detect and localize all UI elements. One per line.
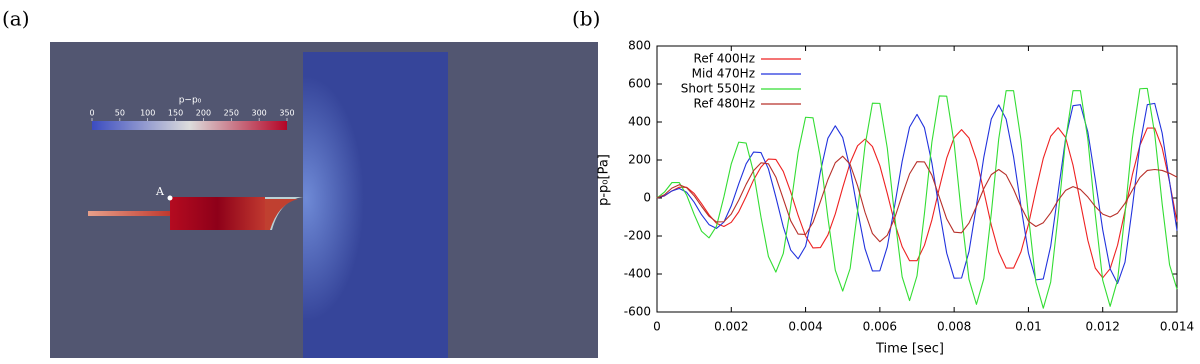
y-tick-label: 400 <box>628 115 651 129</box>
inlet-tube <box>88 211 170 216</box>
series-line <box>656 127 1178 279</box>
simulation-domain <box>303 52 448 358</box>
y-tick-label: -400 <box>624 267 651 281</box>
legend-label: Mid 470Hz <box>692 67 755 81</box>
y-tick-label: 0 <box>643 191 651 205</box>
x-tick-label: 0.008 <box>937 320 971 334</box>
x-tick-label: 0.002 <box>714 320 748 334</box>
x-tick-label: 0.012 <box>1086 320 1120 334</box>
x-tick-label: 0.01 <box>1015 320 1042 334</box>
colorbar-bar <box>92 121 287 130</box>
colorbar-tick-label: 250 <box>224 109 239 118</box>
plot-frame <box>656 45 1178 313</box>
legend-label: Short 550Hz <box>681 82 755 96</box>
colorbar-tick-label: 100 <box>140 109 155 118</box>
x-tick-label: 0.006 <box>863 320 897 334</box>
series-line <box>656 155 1178 243</box>
y-tick-label: 800 <box>628 39 651 53</box>
y-tick-label: -200 <box>624 229 651 243</box>
colorbar-title: p−p₀ <box>179 96 202 106</box>
panel-label: (a) <box>2 7 30 31</box>
colorbar-tick-label: 350 <box>279 109 294 118</box>
y-tick-label: 600 <box>628 77 651 91</box>
series-line <box>656 87 1178 309</box>
horn <box>265 199 298 230</box>
colorbar-tick-label: 150 <box>168 109 183 118</box>
colorbar-tick-label: 0 <box>89 109 94 118</box>
chamber <box>170 197 265 230</box>
y-tick-label: 200 <box>628 153 651 167</box>
legend-label: Ref 480Hz <box>694 97 755 111</box>
colorbar-tick-label: 50 <box>115 109 125 118</box>
panel-label: (b) <box>572 7 600 31</box>
plot: Time [sec] p-p₀[Pa] 0 0.002 0.004 0.006 0.00… <box>597 39 1195 357</box>
y-tick-label: -600 <box>624 305 651 319</box>
x-tick-label: 0.014 <box>1160 320 1194 334</box>
x-tick-label: 0 <box>653 320 661 334</box>
colorbar: p−p₀ 0 50 100 150 200 250 300 350 <box>89 96 295 130</box>
probe-label: A <box>155 185 165 198</box>
x-axis-label: Time [sec] <box>875 342 944 357</box>
x-tick-label: 0.004 <box>788 320 822 334</box>
colorbar-tick-label: 200 <box>196 109 211 118</box>
colorbar-tick-label: 300 <box>252 109 267 118</box>
probe-point <box>167 195 173 201</box>
series-line <box>656 102 1178 285</box>
y-axis-label: p-p₀[Pa] <box>597 154 612 206</box>
legend-label: Ref 400Hz <box>694 52 755 66</box>
